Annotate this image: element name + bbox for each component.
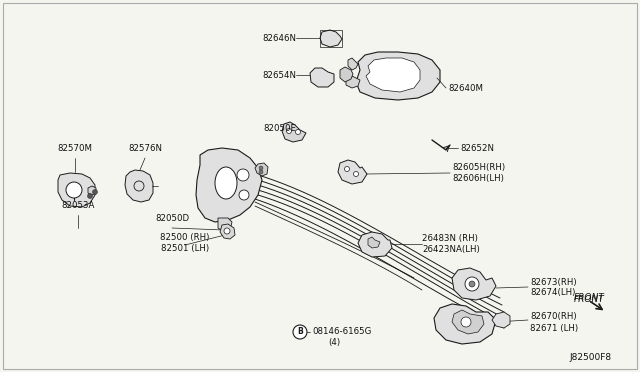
- Circle shape: [461, 317, 471, 327]
- Text: 82670(RH): 82670(RH): [530, 312, 577, 321]
- Polygon shape: [346, 75, 360, 88]
- Text: 82606H(LH): 82606H(LH): [452, 173, 504, 183]
- Circle shape: [237, 169, 249, 181]
- Circle shape: [465, 277, 479, 291]
- Text: 82673(RH): 82673(RH): [530, 278, 577, 286]
- Circle shape: [239, 190, 249, 200]
- Text: 82576N: 82576N: [128, 144, 162, 153]
- Polygon shape: [452, 268, 496, 300]
- Circle shape: [344, 167, 349, 171]
- Polygon shape: [282, 122, 306, 142]
- Circle shape: [287, 128, 291, 134]
- Text: 82671 (LH): 82671 (LH): [530, 324, 578, 333]
- Text: FRONT: FRONT: [574, 294, 605, 302]
- Polygon shape: [348, 58, 358, 70]
- Circle shape: [469, 281, 475, 287]
- Polygon shape: [218, 218, 232, 232]
- Circle shape: [293, 325, 307, 339]
- Polygon shape: [356, 52, 440, 100]
- Circle shape: [259, 166, 263, 170]
- Polygon shape: [125, 170, 153, 202]
- Text: (4): (4): [328, 339, 340, 347]
- Polygon shape: [88, 186, 96, 195]
- Text: FRONT: FRONT: [574, 295, 605, 305]
- Polygon shape: [255, 163, 268, 176]
- Text: 82640M: 82640M: [448, 83, 483, 93]
- Polygon shape: [368, 237, 380, 248]
- Bar: [320, 30, 342, 47]
- Circle shape: [66, 182, 82, 198]
- Text: J82500F8: J82500F8: [570, 353, 612, 362]
- Circle shape: [93, 189, 97, 195]
- Text: 82654N: 82654N: [262, 71, 296, 80]
- Polygon shape: [452, 310, 484, 334]
- Ellipse shape: [215, 167, 237, 199]
- Text: 82605H(RH): 82605H(RH): [452, 163, 505, 171]
- Text: 82570M: 82570M: [58, 144, 93, 153]
- Polygon shape: [196, 148, 262, 222]
- Circle shape: [259, 170, 263, 174]
- Text: 82674(LH): 82674(LH): [530, 289, 575, 298]
- Text: 26483N (RH): 26483N (RH): [422, 234, 478, 243]
- Text: 82050D: 82050D: [155, 214, 189, 222]
- Text: 82500 (RH): 82500 (RH): [160, 232, 210, 241]
- Text: B: B: [297, 327, 303, 337]
- Text: 82050E: 82050E: [263, 124, 296, 132]
- Polygon shape: [338, 160, 367, 184]
- Polygon shape: [340, 67, 353, 82]
- Text: 26423NA(LH): 26423NA(LH): [422, 244, 480, 253]
- Circle shape: [296, 129, 301, 135]
- Text: 82053A: 82053A: [61, 201, 95, 209]
- Text: 82652N: 82652N: [460, 144, 494, 153]
- Polygon shape: [492, 312, 510, 328]
- Polygon shape: [58, 173, 95, 207]
- Circle shape: [88, 193, 93, 199]
- Text: 08146-6165G: 08146-6165G: [312, 327, 371, 337]
- Polygon shape: [366, 58, 420, 92]
- Polygon shape: [320, 30, 342, 47]
- Text: 82646N: 82646N: [262, 33, 296, 42]
- Polygon shape: [220, 224, 235, 239]
- Polygon shape: [434, 304, 496, 344]
- Circle shape: [353, 171, 358, 176]
- Text: 82501 (LH): 82501 (LH): [161, 244, 209, 253]
- Polygon shape: [358, 232, 392, 257]
- Circle shape: [224, 228, 230, 234]
- Polygon shape: [310, 68, 334, 87]
